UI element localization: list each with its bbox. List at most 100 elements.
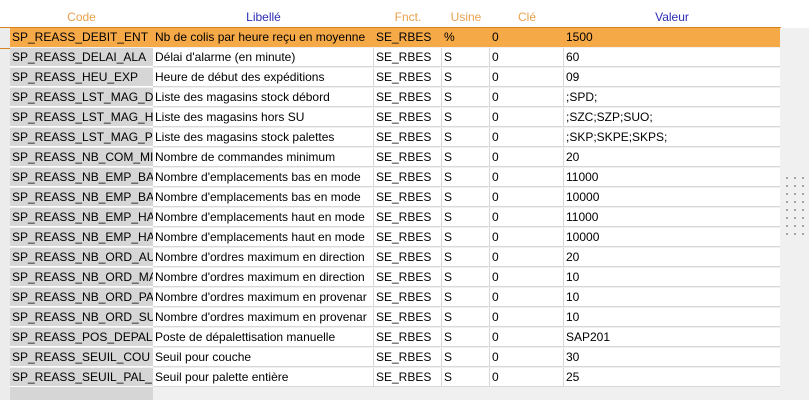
code-cell[interactable]: SP_REASS_NB_ORD_PA xyxy=(10,288,153,307)
valeur-cell[interactable]: ;SPD; xyxy=(564,88,780,107)
resize-grip-icon[interactable] xyxy=(783,208,809,219)
fnct-cell[interactable]: SE_RBES xyxy=(374,68,442,87)
libelle-cell[interactable]: Liste des magasins stock palettes xyxy=(153,128,374,147)
cle-cell[interactable]: 0 xyxy=(490,128,564,147)
cle-cell[interactable]: 0 xyxy=(490,288,564,307)
code-cell[interactable]: SP_REASS_SEUIL_COU xyxy=(10,348,153,367)
libelle-cell[interactable]: Nombre d'emplacements haut en mode xyxy=(153,228,374,247)
valeur-cell[interactable]: 60 xyxy=(564,48,780,67)
libelle-cell[interactable]: Nombre d'ordres maximum en provenar xyxy=(153,308,374,327)
valeur-cell[interactable]: 11000 xyxy=(564,168,780,187)
table-row[interactable]: SP_REASS_SEUIL_PAL_ Seuil pour palette en… xyxy=(0,368,780,388)
valeur-cell[interactable]: 11000 xyxy=(564,208,780,227)
fnct-cell[interactable]: SE_RBES xyxy=(374,328,442,347)
usine-cell[interactable]: S xyxy=(442,228,490,247)
libelle-cell[interactable]: Liste des magasins stock débord xyxy=(153,88,374,107)
valeur-cell[interactable]: 25 xyxy=(564,368,780,387)
libelle-cell[interactable]: Seuil pour couche xyxy=(153,348,374,367)
code-cell[interactable]: SP_REASS_POS_DEPAL xyxy=(10,328,153,347)
valeur-cell[interactable]: 10 xyxy=(564,268,780,287)
cle-cell[interactable]: 0 xyxy=(490,108,564,127)
libelle-cell[interactable]: Heure de début des expéditions xyxy=(153,68,374,87)
usine-cell[interactable]: S xyxy=(442,288,490,307)
fnct-cell[interactable]: SE_RBES xyxy=(374,228,442,247)
libelle-cell[interactable]: Nombre d'emplacements bas en mode xyxy=(153,188,374,207)
fnct-cell[interactable]: SE_RBES xyxy=(374,288,442,307)
valeur-cell[interactable]: 10 xyxy=(564,308,780,327)
valeur-cell[interactable]: 20 xyxy=(564,148,780,167)
cle-cell[interactable]: 0 xyxy=(490,168,564,187)
code-cell[interactable]: SP_REASS_NB_EMP_HA xyxy=(10,228,153,247)
usine-cell[interactable]: S xyxy=(442,148,490,167)
usine-cell[interactable]: S xyxy=(442,268,490,287)
valeur-cell[interactable]: 10000 xyxy=(564,228,780,247)
table-row[interactable]: SP_REASS_NB_COM_MII Nombre de commandes m… xyxy=(0,148,780,168)
libelle-cell[interactable]: Nombre d'ordres maximum en direction xyxy=(153,268,374,287)
fnct-cell[interactable]: SE_RBES xyxy=(374,208,442,227)
cle-cell[interactable]: 0 xyxy=(490,348,564,367)
valeur-cell[interactable]: 10 xyxy=(564,288,780,307)
resize-grip-icon[interactable] xyxy=(783,224,809,235)
table-row[interactable]: SP_REASS_LST_MAG_P Liste des magasins sto… xyxy=(0,128,780,148)
usine-cell[interactable]: S xyxy=(442,88,490,107)
usine-cell[interactable]: S xyxy=(442,248,490,267)
resize-grip-icon[interactable] xyxy=(783,216,809,227)
valeur-cell[interactable]: 10000 xyxy=(564,188,780,207)
usine-cell[interactable]: S xyxy=(442,308,490,327)
code-cell[interactable]: SP_REASS_NB_ORD_AU xyxy=(10,248,153,267)
fnct-cell[interactable]: SE_RBES xyxy=(374,268,442,287)
column-header-code[interactable]: Code xyxy=(67,10,96,24)
column-header-usine[interactable]: Usine xyxy=(450,10,482,24)
valeur-cell[interactable]: ;SZC;SZP;SUO; xyxy=(564,108,780,127)
resize-grip-icon[interactable] xyxy=(783,168,809,179)
fnct-cell[interactable]: SE_RBES xyxy=(374,28,442,47)
fnct-cell[interactable]: SE_RBES xyxy=(374,168,442,187)
table-row[interactable]: SP_REASS_LST_MAG_D Liste des magasins sto… xyxy=(0,88,780,108)
valeur-cell[interactable]: ;SKP;SKPE;SKPS; xyxy=(564,128,780,147)
column-header-cle[interactable]: Clé xyxy=(517,10,536,24)
table-row[interactable]: SP_REASS_NB_ORD_SU Nombre d'ordres maximu… xyxy=(0,308,780,328)
fnct-cell[interactable]: SE_RBES xyxy=(374,148,442,167)
usine-cell[interactable]: S xyxy=(442,368,490,387)
table-row[interactable]: SP_REASS_NB_ORD_MA Nombre d'ordres maximu… xyxy=(0,268,780,288)
usine-cell[interactable]: S xyxy=(442,168,490,187)
code-cell[interactable]: SP_REASS_SEUIL_PAL_ xyxy=(10,368,153,387)
valeur-cell[interactable]: 30 xyxy=(564,348,780,367)
fnct-cell[interactable]: SE_RBES xyxy=(374,48,442,67)
cle-cell[interactable]: 0 xyxy=(490,368,564,387)
libelle-cell[interactable]: Liste des magasins hors SU xyxy=(153,108,374,127)
table-row[interactable]: SP_REASS_NB_EMP_BA Nombre d'emplacements … xyxy=(0,188,780,208)
table-row[interactable]: SP_REASS_NB_ORD_AU Nombre d'ordres maximu… xyxy=(0,248,780,268)
code-cell[interactable]: SP_REASS_NB_ORD_MA xyxy=(10,268,153,287)
code-cell[interactable]: SP_REASS_LST_MAG_H xyxy=(10,108,153,127)
table-row[interactable]: SP_REASS_POS_DEPAL Poste de dépalettisati… xyxy=(0,328,780,348)
fnct-cell[interactable]: SE_RBES xyxy=(374,248,442,267)
valeur-cell[interactable]: 1500 xyxy=(564,28,780,47)
usine-cell[interactable]: S xyxy=(442,128,490,147)
cle-cell[interactable]: 0 xyxy=(490,228,564,247)
cle-cell[interactable]: 0 xyxy=(490,208,564,227)
usine-cell[interactable]: S xyxy=(442,48,490,67)
code-cell[interactable]: SP_REASS_HEU_EXP xyxy=(10,68,153,87)
table-row[interactable]: SP_REASS_NB_EMP_BA Nombre d'emplacements … xyxy=(0,168,780,188)
code-cell[interactable]: SP_REASS_DEBIT_ENT xyxy=(10,28,153,47)
table-row[interactable]: SP_REASS_NB_EMP_HA Nombre d'emplacements … xyxy=(0,208,780,228)
libelle-cell[interactable]: Seuil pour palette entière xyxy=(153,368,374,387)
table-row[interactable]: SP_REASS_DEBIT_ENT Nb de colis par heure … xyxy=(0,27,781,49)
column-header-libelle[interactable]: Libellé xyxy=(246,10,281,24)
table-row[interactable]: SP_REASS_NB_ORD_PA Nombre d'ordres maximu… xyxy=(0,288,780,308)
table-row[interactable]: SP_REASS_SEUIL_COU Seuil pour couche SE_RB… xyxy=(0,348,780,368)
vertical-scrollbar[interactable] xyxy=(780,28,809,400)
libelle-cell[interactable]: Nombre d'ordres maximum en direction xyxy=(153,248,374,267)
code-cell[interactable]: SP_REASS_NB_ORD_SU xyxy=(10,308,153,327)
code-cell[interactable]: SP_REASS_NB_EMP_BA xyxy=(10,188,153,207)
cle-cell[interactable]: 0 xyxy=(490,68,564,87)
table-row[interactable]: SP_REASS_HEU_EXP Heure de début des expéd… xyxy=(0,68,780,88)
usine-cell[interactable]: S xyxy=(442,348,490,367)
usine-cell[interactable]: % xyxy=(442,28,490,47)
usine-cell[interactable]: S xyxy=(442,208,490,227)
fnct-cell[interactable]: SE_RBES xyxy=(374,348,442,367)
cle-cell[interactable]: 0 xyxy=(490,328,564,347)
fnct-cell[interactable]: SE_RBES xyxy=(374,108,442,127)
cle-cell[interactable]: 0 xyxy=(490,188,564,207)
